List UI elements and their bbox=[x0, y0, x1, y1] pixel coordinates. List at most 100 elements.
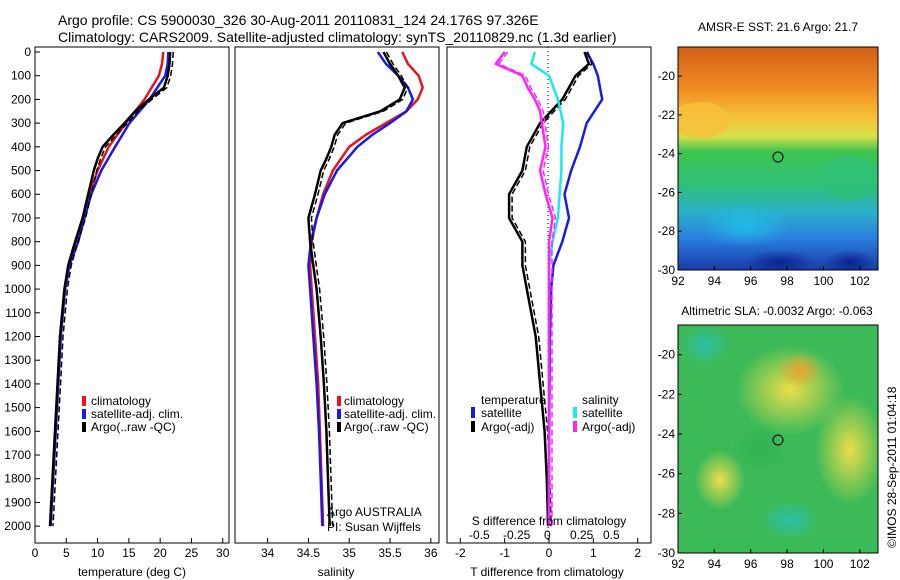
legend-label-s-satellite: satellite bbox=[582, 406, 623, 420]
argo-program-label: Argo AUSTRALIA bbox=[327, 505, 422, 519]
y-tick-label: 400 bbox=[11, 140, 31, 154]
x-tick-label: 35 bbox=[343, 546, 357, 560]
x-tick-label: 34 bbox=[261, 546, 275, 560]
temperature-xlabel: temperature (deg C) bbox=[78, 565, 186, 579]
salinity-panel: 34 34.5 35 35.5 36 salinity climatology sate… bbox=[234, 46, 440, 579]
temperature-plot-frame bbox=[34, 46, 230, 544]
legend-label-climatology: climatology bbox=[344, 394, 404, 408]
sst-map-frame bbox=[677, 46, 879, 271]
series-line bbox=[307, 51, 415, 527]
x-tick-label: 35.5 bbox=[378, 546, 402, 560]
map-x-tick-label: 98 bbox=[780, 557, 794, 571]
s-tick-neg025: -0.25 bbox=[503, 528, 531, 542]
series-line bbox=[507, 51, 591, 527]
sla-green-patch bbox=[730, 425, 790, 475]
map-x-tick-label: 96 bbox=[744, 557, 758, 571]
s-tick-025: 0.25 bbox=[570, 528, 594, 542]
sla-cyan-patch bbox=[680, 325, 730, 365]
map-x-tick-label: 100 bbox=[813, 557, 833, 571]
legend-swatch-climatology bbox=[82, 396, 86, 406]
legend-label-t-satellite: satellite bbox=[481, 406, 522, 420]
legend-title-salinity: salinity bbox=[582, 393, 619, 407]
map-y-tick-label: -20 bbox=[658, 348, 676, 362]
legend-swatch-satellite bbox=[82, 409, 86, 419]
s-tick-neg05: -0.5 bbox=[469, 528, 490, 542]
x-tick-label: 25 bbox=[185, 546, 199, 560]
x-tick-label: 10 bbox=[91, 546, 105, 560]
y-tick-label: 1500 bbox=[4, 401, 31, 415]
legend-swatch-climatology bbox=[337, 396, 341, 406]
difference-panel: -2 -1 0 1 2 T difference from climatology S … bbox=[446, 46, 652, 579]
sst-argo-marker bbox=[772, 151, 784, 163]
map-y-tick-label: -22 bbox=[658, 108, 676, 122]
x-tick-label: 0 bbox=[32, 546, 39, 560]
salinity-plot-frame bbox=[234, 46, 440, 544]
legend-title-temperature: temperature bbox=[481, 393, 546, 407]
map-x-tick-label: 102 bbox=[850, 557, 870, 571]
legend-label-argo: Argo(..raw -QC) bbox=[91, 420, 176, 434]
x-tick-label: 34.5 bbox=[297, 546, 321, 560]
header-line-2: Climatology: CARS2009. Satellite-adjuste… bbox=[58, 29, 616, 45]
map-x-tick-label: 98 bbox=[780, 274, 794, 288]
sst-green-patch bbox=[820, 156, 878, 200]
y-tick-label: 2000 bbox=[4, 519, 31, 533]
map-x-tick-label: 92 bbox=[671, 274, 685, 288]
series-line-adjusted bbox=[52, 51, 174, 527]
series-line bbox=[547, 51, 604, 527]
header-line-1: Argo profile: CS 5900030_326 30-Aug-2011… bbox=[58, 12, 539, 28]
sla-cyan-patch-2 bbox=[760, 500, 820, 540]
y-tick-label: 1700 bbox=[4, 448, 31, 462]
y-tick-label: 0 bbox=[24, 45, 31, 59]
difference-legend: temperature satellite Argo(-adj) salinit… bbox=[471, 393, 635, 434]
map-y-tick-label: -24 bbox=[658, 427, 676, 441]
x-tick-label: 30 bbox=[216, 546, 230, 560]
y-tick-label: 1400 bbox=[4, 377, 31, 391]
x-tick-label: 1 bbox=[590, 546, 597, 560]
imos-timestamp-label: ©IMOS 28-Sep-2011 01:04:18 bbox=[885, 386, 899, 548]
sla-map-title: Altimetric SLA: -0.0032 Argo: -0.063 bbox=[681, 304, 873, 318]
map-y-tick-label: -26 bbox=[658, 467, 676, 481]
legend-swatch-s-argo bbox=[573, 421, 577, 432]
map-x-tick-label: 102 bbox=[850, 274, 870, 288]
sla-map-panel: Altimetric SLA: -0.0032 Argo: -0.063 92 9… bbox=[658, 304, 879, 571]
sst-cyan-patch bbox=[700, 203, 790, 247]
legend-label-satellite: satellite-adj. clim. bbox=[91, 407, 183, 421]
map-x-tick-label: 96 bbox=[744, 274, 758, 288]
legend-swatch-s-satellite bbox=[573, 407, 577, 418]
map-y-tick-label: -30 bbox=[658, 546, 676, 560]
map-y-tick-label: -20 bbox=[658, 69, 676, 83]
y-tick-label: 300 bbox=[11, 116, 31, 130]
temperature-legend: climatology satellite-adj. clim. Argo(..… bbox=[82, 394, 183, 434]
map-y-tick-label: -24 bbox=[658, 147, 676, 161]
y-tick-label: 1300 bbox=[4, 353, 31, 367]
y-tick-label: 1600 bbox=[4, 424, 31, 438]
x-tick-label: 15 bbox=[122, 546, 136, 560]
y-tick-label: 1200 bbox=[4, 329, 31, 343]
map-x-tick-label: 100 bbox=[813, 274, 833, 288]
sst-map-title: AMSR-E SST: 21.6 Argo: 21.7 bbox=[698, 20, 858, 34]
x-tick-label: -2 bbox=[455, 546, 466, 560]
difference-xlabel: T difference from climatology bbox=[470, 565, 624, 579]
map-x-tick-label: 94 bbox=[708, 557, 722, 571]
x-tick-label: 20 bbox=[153, 546, 167, 560]
y-tick-label: 100 bbox=[11, 69, 31, 83]
y-tick-label: 200 bbox=[11, 92, 31, 106]
x-tick-label: 0 bbox=[546, 546, 553, 560]
sst-cold-patch bbox=[745, 250, 815, 270]
series-line-adjusted bbox=[310, 51, 409, 527]
s-tick-0: 0 bbox=[544, 528, 551, 542]
legend-label-argo: Argo(..raw -QC) bbox=[344, 420, 429, 434]
legend-swatch-satellite bbox=[337, 409, 341, 419]
map-y-tick-label: -30 bbox=[658, 263, 676, 277]
series-line bbox=[49, 51, 170, 527]
x-tick-label: 5 bbox=[63, 546, 70, 560]
sla-orange-patch bbox=[778, 352, 822, 388]
legend-label-satellite: satellite-adj. clim. bbox=[344, 407, 436, 421]
legend-swatch-t-argo bbox=[471, 421, 475, 432]
legend-label-t-argo: Argo(-adj) bbox=[481, 420, 534, 434]
y-tick-label: 900 bbox=[11, 258, 31, 272]
s-tick-05: 0.5 bbox=[603, 528, 620, 542]
legend-label-s-argo: Argo(-adj) bbox=[582, 420, 635, 434]
y-tick-label: 500 bbox=[11, 164, 31, 178]
